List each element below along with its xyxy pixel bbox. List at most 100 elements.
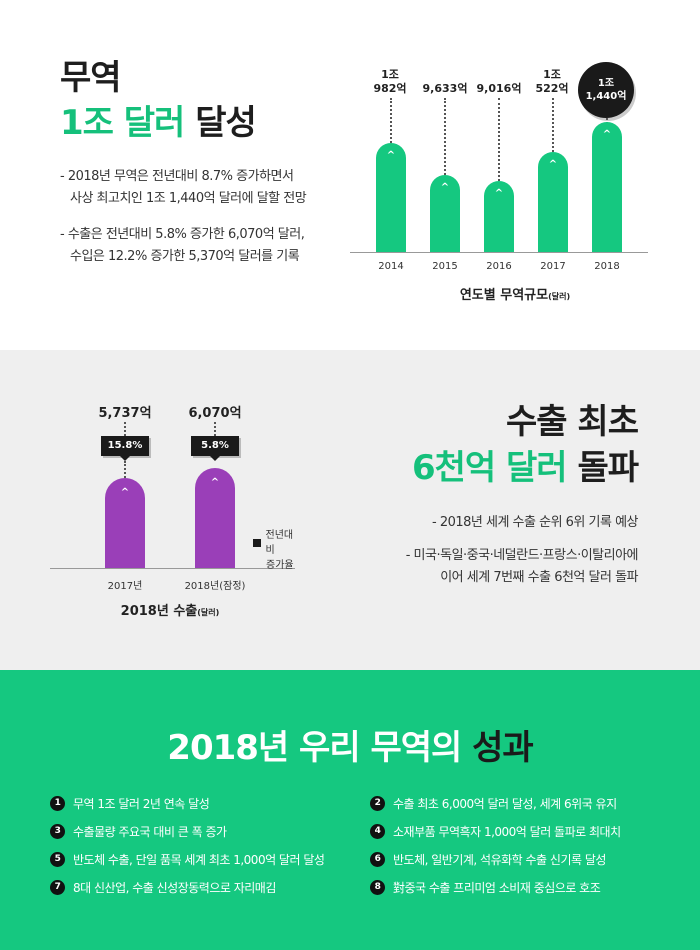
number-badge: 2 [370, 796, 385, 811]
bullet-line: - 수출은 전년대비 5.8% 증가한 6,070억 달러, [60, 227, 305, 242]
bar-area: ^ ^ ^ ^ ^ [350, 60, 650, 252]
legend-swatch [253, 539, 261, 547]
chevron-up-icon: ^ [440, 182, 450, 193]
number-badge: 4 [370, 824, 385, 839]
bullet-line: - 미국·독일·중국·네덜란드·프랑스·이탈리아에 [405, 548, 639, 563]
legend: 전년대비 증가율 [253, 528, 300, 573]
section-title: 2018년 우리 무역의 성과 [0, 720, 700, 769]
bar-2018: ^ [195, 468, 235, 568]
value-label-2015: 9,633억 [422, 82, 468, 95]
x-tick: 2018년(잠정) [184, 581, 246, 592]
x-tick: 2018 [594, 261, 620, 272]
number-badge: 5 [50, 852, 65, 867]
bullet-line: 수입은 12.2% 증가한 5,370억 달러를 기록 [70, 249, 300, 264]
value-label-2017: 1조 522억 [535, 68, 569, 95]
chevron-up-icon: ^ [386, 150, 396, 161]
x-tick: 2014 [378, 261, 404, 272]
bullet-2: - 미국·독일·중국·네덜란드·프랑스·이탈리아에 이어 세계 7번째 수출 6… [405, 545, 639, 589]
title-highlight: 1조 달러 [60, 103, 185, 143]
achievement-item-8: 8 對중국 수출 프리미엄 소비재 중심으로 호조 [370, 879, 601, 896]
title-dark: 성과 [472, 728, 534, 768]
achievement-item-7: 7 8대 신산업, 수출 신성장동력으로 자리매김 [50, 879, 276, 896]
chart-title-text: 2018년 수출 [120, 604, 198, 619]
x-tick: 2017 [540, 261, 566, 272]
title-rest: 달성 [195, 103, 257, 143]
leader-line [124, 461, 126, 478]
section-export-600b: 5,737억 6,070억 15.8% 5.8% ^ ^ 2017년 2018년… [0, 350, 700, 670]
chart-title: 2018년 수출(달러) [90, 600, 250, 619]
item-text: 반도체 수출, 단일 품목 세계 최초 1,000억 달러 달성 [73, 853, 325, 867]
chevron-up-icon: ^ [210, 477, 220, 488]
title-rest: 돌파 [577, 448, 639, 488]
leader-line [390, 98, 392, 143]
title-line1: 무역 [60, 58, 122, 98]
x-tick: 2017년 [107, 581, 143, 592]
bar-2018: ^ [592, 122, 622, 252]
chart-unit: (달러) [197, 608, 220, 617]
chart-title: 연도별 무역규모(달러) [430, 284, 600, 303]
x-tick: 2016 [486, 261, 512, 272]
legend-label: 전년대비 [265, 530, 294, 556]
number-badge: 7 [50, 880, 65, 895]
title-line2: 6천억 달러 돌파 [411, 448, 639, 488]
x-axis [350, 252, 648, 253]
title-line1: 수출 최초 [506, 402, 639, 442]
achievement-item-3: 3 수출물량 주요국 대비 큰 폭 증가 [50, 823, 227, 840]
value-label-2018: 6,070억 [188, 406, 242, 421]
growth-tag-2017: 15.8% [101, 436, 149, 461]
chevron-up-icon: ^ [602, 129, 612, 140]
value-label-2016: 9,016억 [476, 82, 522, 95]
leader-line [214, 422, 216, 436]
legend-label: 증가율 [266, 560, 294, 571]
achievement-item-6: 6 반도체, 일반기계, 석유화학 수출 신기록 달성 [370, 851, 606, 868]
title-highlight: 6천억 달러 [411, 448, 568, 488]
chevron-up-icon: ^ [120, 487, 130, 498]
achievement-item-1: 1 무역 1조 달러 2년 연속 달성 [50, 795, 210, 812]
bullet-line: - 2018년 세계 수출 순위 6위 기록 예상 [432, 515, 639, 530]
growth-tag-2018: 5.8% [191, 436, 239, 461]
achievement-item-4: 4 소재부품 무역흑자 1,000억 달러 돌파로 최대치 [370, 823, 621, 840]
item-text: 수출물량 주요국 대비 큰 폭 증가 [73, 825, 227, 839]
achievement-item-5: 5 반도체 수출, 단일 품목 세계 최초 1,000억 달러 달성 [50, 851, 325, 868]
leader-line [606, 118, 608, 124]
chevron-up-icon: ^ [548, 159, 558, 170]
chart-title-text: 연도별 무역규모 [459, 288, 549, 303]
leader-line [124, 422, 126, 436]
value-bubble-2018: 1조 1,440억 [578, 62, 634, 118]
title-line2: 1조 달러 달성 [60, 103, 257, 143]
leader-line [498, 98, 500, 181]
bullet-line: 사상 최고치인 1조 1,440억 달러에 달할 전망 [70, 191, 307, 206]
item-text: 소재부품 무역흑자 1,000억 달러 돌파로 최대치 [393, 825, 621, 839]
bar-2016: ^ [484, 181, 514, 252]
leader-line [444, 98, 446, 175]
chart-unit: (달러) [548, 292, 571, 301]
number-badge: 1 [50, 796, 65, 811]
item-text: 수출 최초 6,000억 달러 달성, 세계 6위국 유지 [393, 797, 617, 811]
x-axis [50, 568, 295, 569]
chevron-up-icon: ^ [494, 188, 504, 199]
x-tick: 2015 [432, 261, 458, 272]
trade-volume-chart: 1조 982억 9,633억 9,016억 1조 522억 1조 1,440억 ^ ^… [350, 60, 650, 310]
bullet-1: - 2018년 세계 수출 순위 6위 기록 예상 [432, 512, 639, 534]
bar-2015: ^ [430, 175, 460, 252]
value-label-2014: 1조 982억 [373, 68, 407, 95]
export-chart: 5,737억 6,070억 15.8% 5.8% ^ ^ 2017년 2018년… [50, 390, 300, 630]
number-badge: 6 [370, 852, 385, 867]
bar-2017: ^ [538, 152, 568, 252]
item-text: 對중국 수출 프리미엄 소비재 중심으로 호조 [393, 881, 601, 895]
title-white: 2018년 우리 무역의 [167, 728, 462, 768]
bullet-1: - 2018년 무역은 전년대비 8.7% 증가하면서 사상 최고치인 1조 1… [60, 166, 307, 210]
item-text: 무역 1조 달러 2년 연속 달성 [73, 797, 210, 811]
value-label-2017: 5,737억 [98, 406, 152, 421]
leader-line [552, 98, 554, 152]
achievement-item-2: 2 수출 최초 6,000억 달러 달성, 세계 6위국 유지 [370, 795, 617, 812]
bar-2017: ^ [105, 478, 145, 568]
item-text: 8대 신산업, 수출 신성장동력으로 자리매김 [73, 881, 276, 895]
section-achievements: 2018년 우리 무역의 성과 1 무역 1조 달러 2년 연속 달성 2 수출 최… [0, 670, 700, 950]
section-trade-1-trillion: 무역 1조 달러 달성 - 2018년 무역은 전년대비 8.7% 증가하면서 … [0, 0, 700, 350]
bar-2014: ^ [376, 143, 406, 252]
bullet-2: - 수출은 전년대비 5.8% 증가한 6,070억 달러, 수입은 12.2%… [60, 224, 305, 268]
bullet-line: 이어 세계 7번째 수출 6천억 달러 돌파 [440, 570, 638, 585]
number-badge: 3 [50, 824, 65, 839]
number-badge: 8 [370, 880, 385, 895]
